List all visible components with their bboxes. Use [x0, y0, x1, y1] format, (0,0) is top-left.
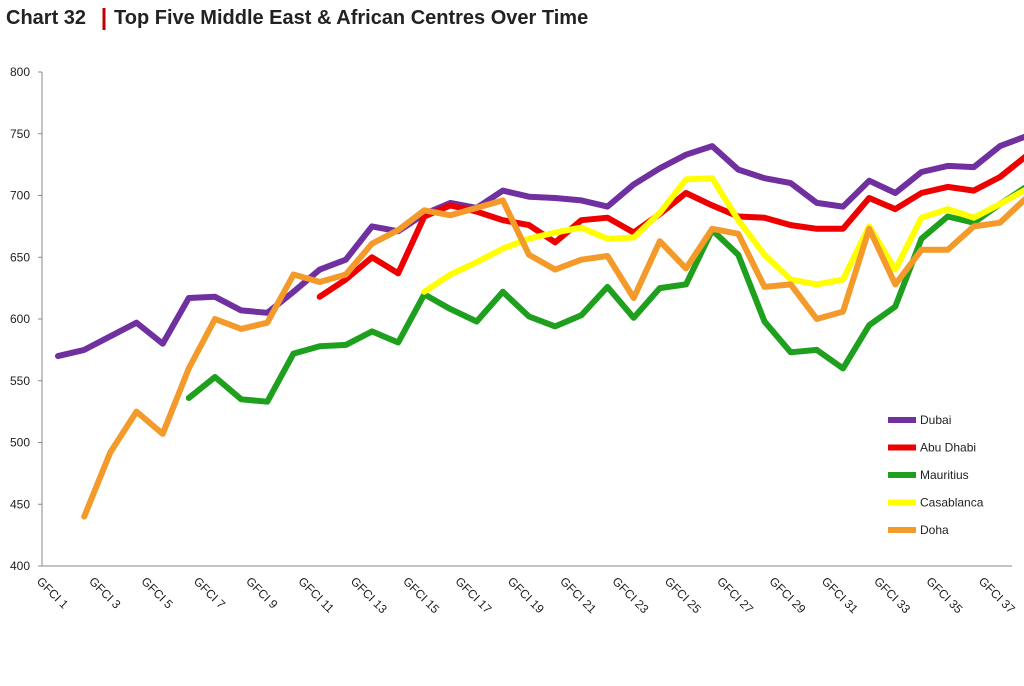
x-tick-label: GFCI 17: [453, 574, 495, 616]
y-tick-label: 500: [10, 436, 30, 450]
legend-label: Dubai: [920, 413, 951, 427]
x-tick-label: GFCI 37: [976, 574, 1018, 616]
x-tick-label: GFCI 19: [505, 574, 547, 616]
x-tick-label: GFCI 11: [296, 574, 338, 616]
chart-title: Top Five Middle East & African Centres O…: [114, 7, 588, 29]
y-tick-label: 800: [10, 65, 30, 79]
series-line: [185, 184, 1024, 405]
chart-label: Chart 32: [6, 7, 86, 29]
legend-label: Doha: [920, 523, 949, 537]
y-tick-label: 700: [10, 189, 30, 203]
x-tick-label: GFCI 13: [348, 574, 390, 616]
x-tick-label: GFCI 9: [243, 574, 280, 611]
y-tick-label: 650: [10, 250, 30, 264]
y-tick-label: 450: [10, 497, 30, 511]
legend-label: Casablanca: [920, 496, 984, 510]
y-tick-label: 550: [10, 374, 30, 388]
x-tick-label: GFCI 15: [400, 574, 442, 616]
x-tick-label: GFCI 1: [34, 574, 71, 611]
x-tick-label: GFCI 7: [191, 574, 228, 611]
x-tick-label: GFCI 21: [557, 574, 599, 616]
x-tick-label: GFCI 23: [610, 574, 652, 616]
y-tick-label: 750: [10, 127, 30, 141]
series-line: [81, 195, 1024, 520]
x-tick-label: GFCI 5: [139, 574, 176, 611]
x-tick-label: GFCI 27: [714, 574, 756, 616]
series-line: [55, 133, 1024, 360]
y-tick-label: 400: [10, 559, 30, 573]
legend-label: Abu Dhabi: [920, 441, 976, 455]
legend-label: Mauritius: [920, 468, 969, 482]
x-tick-label: GFCI 33: [871, 574, 913, 616]
x-tick-label: GFCI 25: [662, 574, 704, 616]
x-tick-label: GFCI 29: [767, 574, 809, 616]
x-tick-label: GFCI 3: [86, 574, 123, 611]
x-tick-label: GFCI 31: [819, 574, 861, 616]
x-tick-label: GFCI 35: [924, 574, 966, 616]
y-tick-label: 600: [10, 312, 30, 326]
